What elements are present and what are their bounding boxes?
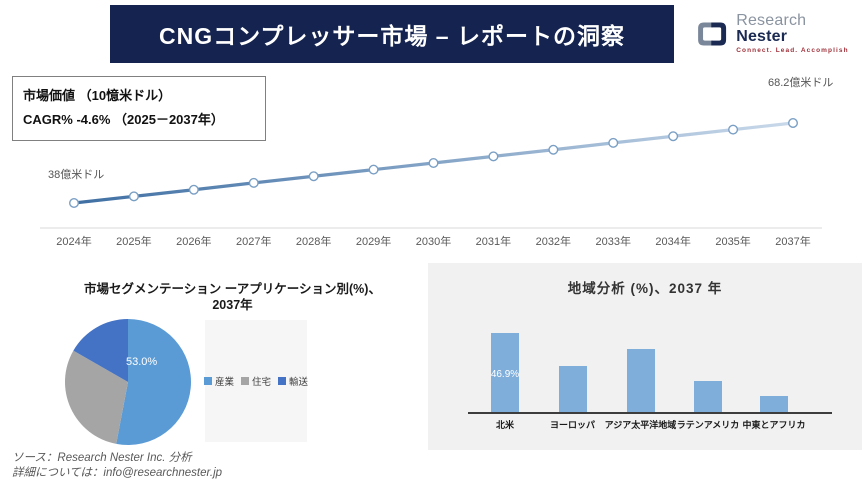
line-point	[128, 191, 139, 202]
pie-chart-svg	[64, 319, 191, 445]
legend-label: 住宅	[252, 377, 272, 388]
line-chart-svg	[40, 118, 822, 229]
pie-legend-panel: 産業 住宅 輸送	[203, 320, 308, 442]
legend-swatch	[241, 377, 249, 385]
bar-chart-title: 地域分析 (%)、2037 年	[567, 281, 723, 296]
line-start-value-label: 38億米ドル	[48, 169, 105, 181]
legend-item-産業: 産業	[203, 374, 234, 388]
x-axis-label: 2030年	[415, 236, 452, 248]
line-point	[188, 184, 199, 195]
logo-tagline: Connect. Lead. Accomplish	[736, 47, 849, 55]
x-axis-label: 2033年	[595, 236, 631, 248]
market-value-line-chart: 68.2億米ドル 38億米ドル 2024年 2025年 2026年 2027年 2028…	[0, 77, 862, 250]
line-point	[308, 171, 319, 182]
legend-label: 産業	[214, 377, 234, 388]
x-axis-label: 2028年	[295, 236, 332, 248]
x-axis-label: 2024年	[56, 236, 92, 248]
bar-category-label: 北米	[495, 420, 514, 430]
line-point	[368, 164, 379, 175]
x-axis-label: 2031年	[475, 236, 512, 248]
line-point	[548, 144, 559, 155]
report-title-banner: CNGコンプレッサー市場 – レポートの洞察	[110, 5, 674, 63]
bar-category-label: 中東とアフリカ	[742, 420, 806, 430]
bar-中東とアフリカ	[760, 396, 788, 412]
bar-value-label: 46.9%	[490, 369, 520, 380]
line-point	[788, 118, 799, 129]
line-point	[728, 124, 739, 135]
logo-text: Research Nester Connect. Lead. Accomplis…	[736, 13, 850, 55]
bar-category-label: アジア太平洋地域	[604, 420, 677, 430]
line-point	[68, 197, 79, 208]
pie-slice-住宅	[64, 350, 128, 444]
legend-item-住宅: 住宅	[241, 374, 271, 388]
cagr-label: CAGR% -4.6% （2025－2037年）	[23, 112, 224, 127]
legend-swatch	[203, 377, 212, 385]
pie-slice-value-label: 53.0%	[126, 356, 158, 368]
pie-legend: 産業 住宅 輸送	[203, 374, 308, 388]
source-footer: ソース：Research Nester Inc. 分析 詳細については：info…	[12, 451, 222, 481]
line-point	[428, 157, 439, 168]
pie-chart-title: 市場セグメンテーション ーアプリケーション別(%)、 2037年	[84, 282, 381, 312]
contact-line: 詳細については：info@researchnester.jp	[12, 467, 223, 479]
x-axis-label: 2032年	[535, 236, 572, 248]
line-end-value-label: 68.2億米ドル	[768, 77, 834, 89]
pie-slice-産業	[116, 319, 191, 445]
logo-interlock-icon	[698, 22, 727, 46]
pie-slice-輸送	[73, 319, 128, 382]
x-axis-label: 2026年	[176, 236, 212, 248]
logo-name-nester: Nester	[736, 28, 788, 46]
x-axis-label: 2034年	[655, 236, 691, 248]
brand-logo: Research Nester Connect. Lead. Accomplis…	[694, 13, 850, 55]
bar-北米	[491, 333, 519, 412]
x-axis-label: 2025年	[116, 236, 152, 248]
bar-ラテンアメリカ	[694, 381, 722, 412]
legend-item-輸送: 輸送	[278, 374, 308, 388]
line-point	[608, 137, 619, 148]
x-axis-label: 2037年	[775, 236, 811, 248]
bar-category-label: ヨーロッパ	[549, 420, 595, 430]
x-axis-label: 2035年	[715, 236, 751, 248]
page-title: CNGコンプレッサー市場 – レポートの洞察	[159, 23, 625, 49]
x-axis-label: 2027年	[236, 236, 272, 248]
legend-swatch	[278, 377, 287, 385]
market-value-label: 市場価値 （10憶米ドル）	[23, 88, 172, 103]
logo-name-research: Research	[736, 12, 807, 30]
line-point	[488, 151, 499, 162]
line-point	[248, 177, 259, 188]
bar-ヨーロッパ	[558, 366, 587, 412]
x-axis-label: 2029年	[355, 236, 392, 248]
regional-analysis-panel: 地域分析 (%)、2037 年 46.9% 北米 ヨーロッパ アジア太平洋地域 ラテンア…	[428, 263, 862, 450]
bar-アジア太平洋地域	[626, 349, 655, 412]
bar-chart-x-axis-line	[468, 412, 832, 414]
market-value-box: 市場価値 （10憶米ドル） CAGR% -4.6% （2025－2037年）	[12, 76, 266, 141]
segmentation-pie-chart	[61, 315, 195, 449]
bar-category-label: ラテンアメリカ	[676, 420, 740, 430]
line-point	[668, 131, 679, 142]
legend-label: 輸送	[289, 377, 309, 388]
source-line: ソース：Research Nester Inc. 分析	[12, 452, 192, 464]
